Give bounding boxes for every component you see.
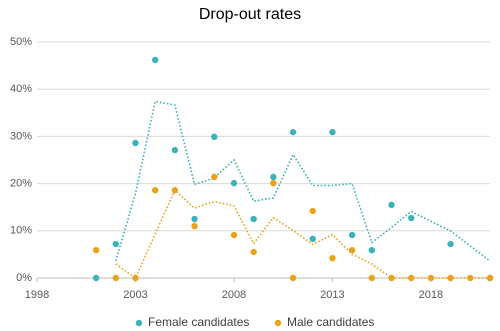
y-tick-label: 50% xyxy=(10,36,32,48)
data-point xyxy=(427,274,435,282)
legend-marker xyxy=(274,319,282,327)
y-tick-label: 10% xyxy=(10,225,32,237)
data-point xyxy=(309,207,316,215)
data-point xyxy=(289,274,297,282)
data-point xyxy=(348,231,356,239)
data-point xyxy=(447,240,454,248)
trend-line xyxy=(115,100,491,262)
data-point xyxy=(92,246,100,254)
x-tick-label: 2003 xyxy=(123,289,147,301)
y-tick-label: 40% xyxy=(10,83,32,95)
data-point xyxy=(112,274,119,282)
data-point xyxy=(211,133,218,141)
data-point xyxy=(151,187,159,194)
x-tick-label: 1998 xyxy=(25,289,49,301)
data-point xyxy=(467,274,474,282)
data-point xyxy=(329,128,336,136)
trend-line xyxy=(115,188,490,280)
data-point xyxy=(289,128,297,136)
data-point xyxy=(408,274,415,282)
data-point xyxy=(211,173,218,181)
data-point xyxy=(92,274,100,282)
data-point xyxy=(388,274,395,282)
legend-label: Female candidates xyxy=(148,315,249,329)
data-point xyxy=(368,274,376,282)
data-point xyxy=(191,222,198,230)
chart-title: Drop-out rates xyxy=(199,6,301,23)
data-point xyxy=(171,187,179,194)
data-point xyxy=(132,139,139,147)
data-point xyxy=(270,179,277,187)
data-point xyxy=(250,215,257,223)
data-point xyxy=(171,146,179,154)
data-point xyxy=(250,248,257,256)
data-point xyxy=(230,231,238,239)
data-point xyxy=(368,246,376,254)
y-tick-label: 30% xyxy=(10,130,32,142)
x-tick-label: 2018 xyxy=(419,289,443,301)
y-tick-label: 0% xyxy=(16,272,32,284)
data-point xyxy=(486,274,494,282)
x-tick-label: 2008 xyxy=(222,289,246,301)
y-tick-label: 20% xyxy=(10,178,32,190)
data-point xyxy=(132,274,139,282)
data-point xyxy=(112,240,119,248)
data-point xyxy=(191,215,198,223)
legend-marker xyxy=(135,319,143,327)
data-point xyxy=(230,179,238,187)
data-point xyxy=(388,201,395,209)
data-point xyxy=(329,254,336,262)
data-point xyxy=(348,246,356,254)
data-point xyxy=(408,214,415,222)
data-point xyxy=(151,56,159,64)
legend-label: Male candidates xyxy=(287,315,374,329)
data-point xyxy=(309,235,316,243)
data-point xyxy=(270,173,277,181)
x-tick-label: 2013 xyxy=(320,289,344,301)
data-point xyxy=(447,274,454,282)
